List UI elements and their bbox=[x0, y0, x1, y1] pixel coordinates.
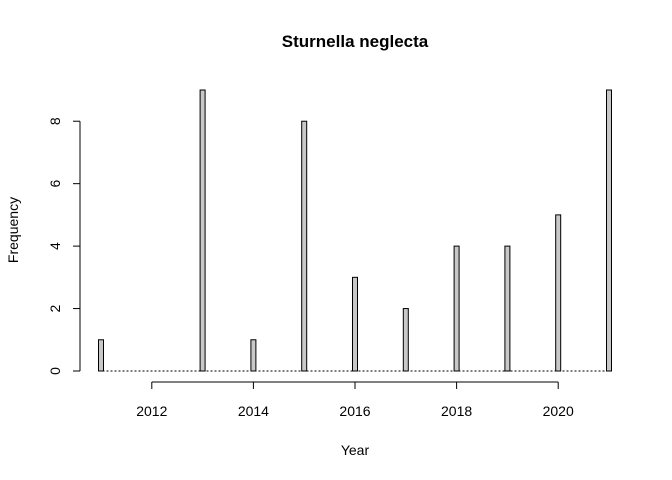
x-tick-label-2020: 2020 bbox=[543, 403, 574, 419]
y-tick-label-8: 8 bbox=[47, 117, 63, 125]
bar-2011 bbox=[98, 339, 104, 372]
x-tick-label-2012: 2012 bbox=[136, 403, 167, 419]
y-tick-label-4: 4 bbox=[47, 242, 63, 250]
chart-title: Sturnella neglecta bbox=[282, 32, 429, 51]
bar-2018 bbox=[453, 245, 460, 372]
y-axis: 0 2 4 6 8 bbox=[47, 117, 81, 375]
x-tick-label-2014: 2014 bbox=[238, 403, 269, 419]
bar-2020 bbox=[555, 214, 562, 372]
x-axis-label: Year bbox=[341, 442, 370, 458]
y-tick-label-0: 0 bbox=[47, 367, 63, 375]
x-tick-label-2016: 2016 bbox=[339, 403, 370, 419]
bar-2019 bbox=[504, 245, 511, 372]
y-tick-label-2: 2 bbox=[47, 304, 63, 312]
bars-group bbox=[98, 89, 612, 372]
bar-2016 bbox=[352, 276, 358, 372]
bar-2017 bbox=[402, 308, 409, 372]
bar-2021 bbox=[606, 89, 612, 372]
y-axis-label: Frequency bbox=[5, 197, 21, 263]
y-tick-label-6: 6 bbox=[47, 180, 63, 188]
bar-2015 bbox=[301, 120, 308, 372]
x-axis: 2012 2014 2016 2018 2020 bbox=[136, 381, 574, 419]
x-tick-label-2018: 2018 bbox=[441, 403, 472, 419]
bar-2013 bbox=[199, 89, 206, 372]
bar-2014 bbox=[250, 339, 257, 372]
